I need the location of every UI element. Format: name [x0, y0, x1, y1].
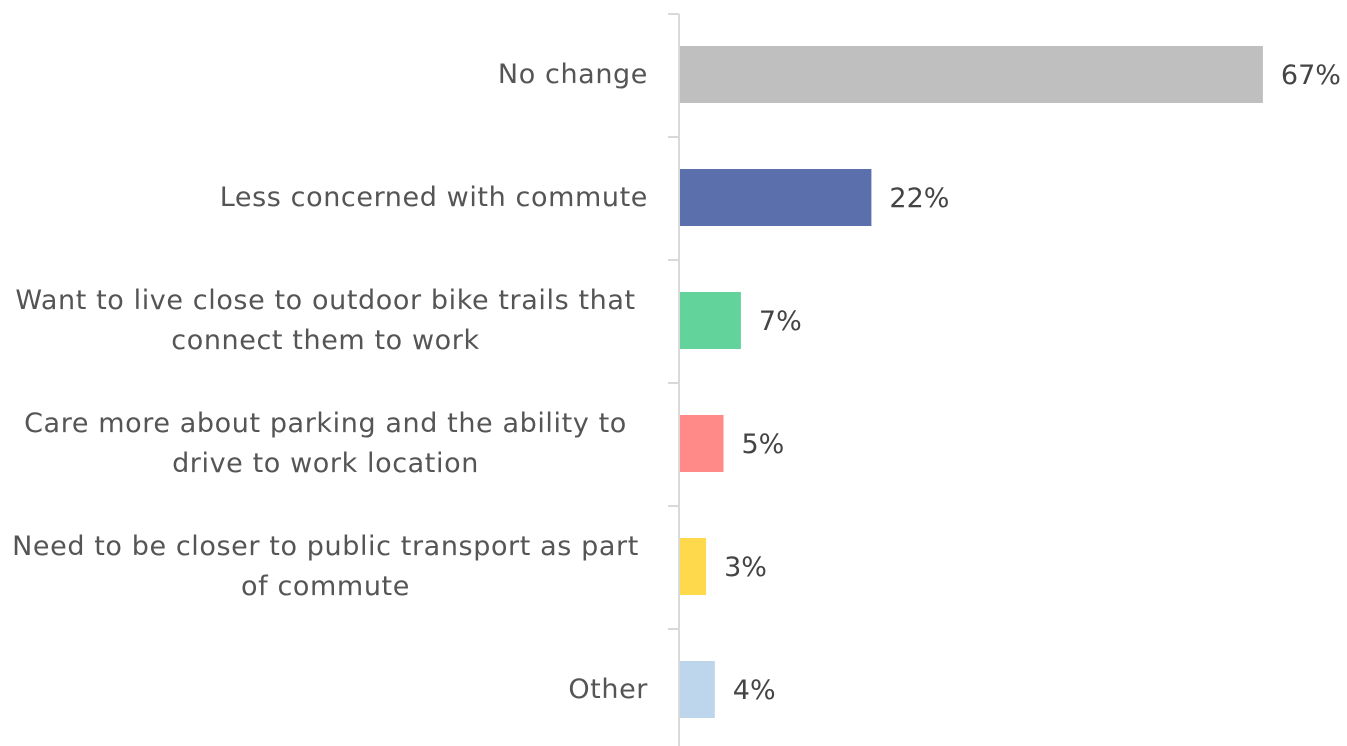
bar	[680, 292, 741, 349]
category-label: Care more about parking and the ability …	[24, 407, 627, 479]
category-label: Need to be closer to public transport as…	[12, 530, 639, 602]
category-label: Less concerned with commute	[219, 181, 648, 213]
value-label: 4%	[733, 675, 776, 706]
value-label: 67%	[1281, 60, 1341, 91]
category-label: Want to live close to outdoor bike trail…	[15, 284, 636, 356]
bar	[680, 46, 1263, 103]
category-label: Other	[568, 673, 648, 705]
bar	[680, 538, 707, 595]
bar	[680, 169, 872, 226]
value-label: 7%	[759, 306, 802, 337]
bar	[680, 661, 715, 718]
bar	[680, 415, 724, 472]
category-label: No change	[497, 58, 648, 90]
value-label: 22%	[889, 183, 949, 214]
value-label: 3%	[724, 552, 767, 583]
value-label: 5%	[742, 429, 785, 460]
